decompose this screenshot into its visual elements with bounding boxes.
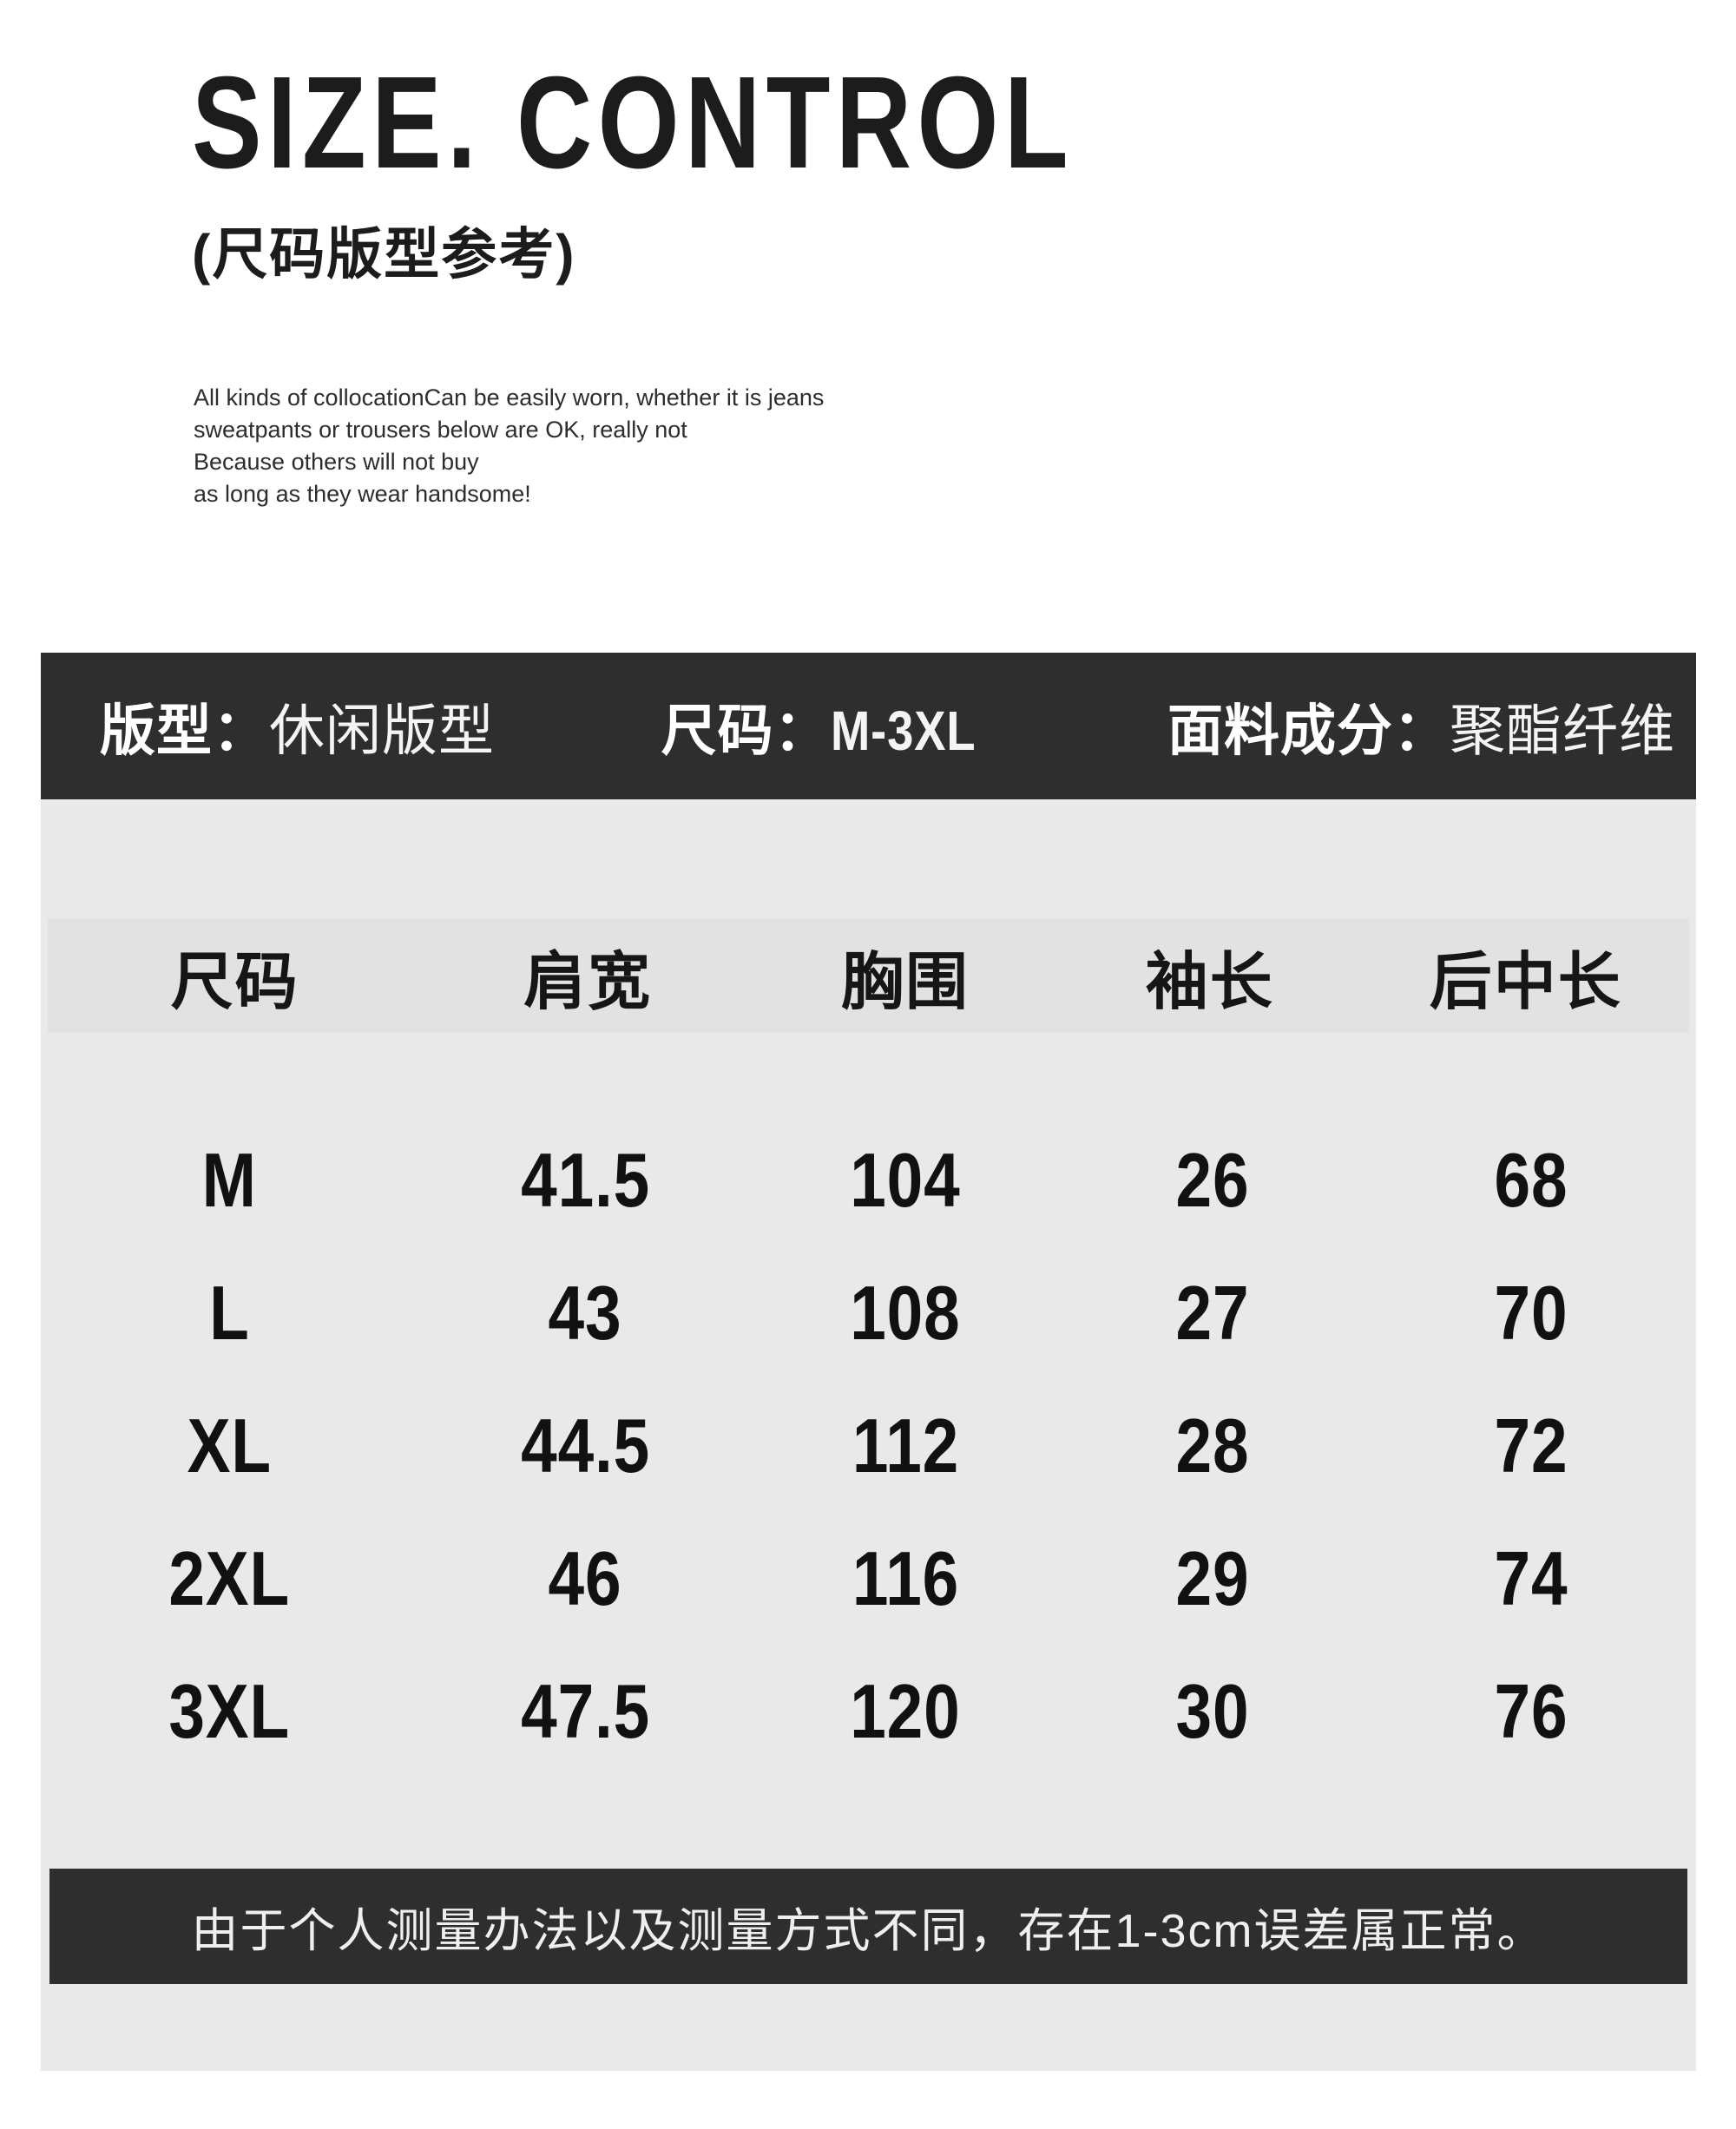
spec-bar: 版型：休闲版型 尺码：M-3XL 面料成分：聚酯纤维 [41,653,1696,799]
table-header-row: 尺码 肩宽 胸围 袖长 后中长 [48,918,1689,1033]
sleeve-cell: 30 [1059,1645,1367,1777]
sleeve-value: 27 [1175,1269,1250,1356]
back-length-cell: 68 [1366,1114,1695,1246]
size-value: M [201,1136,257,1223]
shoulder-cell: 46 [418,1512,753,1645]
table-row: 2XL 46 116 29 74 [41,1512,1696,1645]
back-length-value: 74 [1494,1534,1568,1621]
description-line: as long as they wear handsome! [194,481,531,507]
shoulder-value: 41.5 [520,1136,650,1223]
chest-value: 108 [850,1269,962,1356]
size-cell: XL [41,1379,418,1512]
chest-cell: 112 [753,1379,1059,1512]
back-length-value: 76 [1494,1667,1568,1754]
size-cell: 2XL [41,1512,418,1645]
chest-value: 104 [850,1136,962,1223]
back-length-value: 72 [1494,1402,1568,1488]
chest-value: 116 [852,1534,959,1621]
header-cell-chest: 胸围 [841,947,970,1017]
chest-cell: 116 [753,1512,1059,1645]
shoulder-value: 46 [548,1534,622,1621]
table-row: 3XL 47.5 120 30 76 [41,1645,1696,1777]
back-length-value: 68 [1494,1136,1568,1223]
description-line: Because others will not buy [194,449,479,475]
chest-value: 120 [850,1667,962,1754]
header-cell-size: 尺码 [170,947,299,1017]
description: All kinds of collocationCan be easily wo… [194,382,824,510]
shoulder-value: 47.5 [520,1667,650,1754]
shoulder-cell: 44.5 [418,1379,753,1512]
back-length-cell: 72 [1366,1379,1695,1512]
page-title: SIZE. CONTROL [192,49,1075,195]
notice-text: 由于个人测量办法以及测量方式不同，存在1-3cm误差属正常。 [191,1905,1546,1957]
description-line: All kinds of collocationCan be easily wo… [194,384,825,411]
header-cell-back-length: 后中长 [1429,947,1622,1017]
table-row: M 41.5 104 26 68 [41,1114,1696,1246]
chest-cell: 104 [753,1114,1059,1246]
spec-label: 面料成分： [1167,699,1450,762]
size-cell: M [41,1114,418,1246]
sleeve-cell: 27 [1059,1246,1367,1379]
description-line: sweatpants or trousers below are OK, rea… [194,417,687,443]
sleeve-value: 26 [1175,1136,1250,1223]
table-row: L 43 108 27 70 [41,1246,1696,1379]
chest-cell: 120 [753,1645,1059,1777]
size-value: 2XL [168,1534,291,1621]
size-value: 3XL [168,1667,291,1754]
size-cell: L [41,1246,418,1379]
spec-item-fit: 版型：休闲版型 [100,687,495,766]
page-subtitle: (尺码版型参考) [192,223,576,286]
sleeve-value: 30 [1175,1667,1250,1754]
header-cell-shoulder: 肩宽 [523,947,653,1017]
sleeve-cell: 26 [1059,1114,1367,1246]
back-length-cell: 74 [1366,1512,1695,1645]
shoulder-value: 43 [548,1269,622,1356]
size-value: XL [187,1402,273,1488]
shoulder-cell: 41.5 [418,1114,753,1246]
chest-value: 112 [852,1402,959,1488]
spec-item-fabric: 面料成分：聚酯纤维 [1167,687,1675,766]
size-value: L [209,1269,250,1356]
shoulder-cell: 43 [418,1246,753,1379]
sleeve-cell: 28 [1059,1379,1367,1512]
chest-cell: 108 [753,1246,1059,1379]
table-row: XL 44.5 112 28 72 [41,1379,1696,1512]
size-cell: 3XL [41,1645,418,1777]
notice-bar: 由于个人测量办法以及测量方式不同，存在1-3cm误差属正常。 [49,1869,1687,1984]
sleeve-value: 28 [1175,1402,1250,1488]
shoulder-value: 44.5 [520,1402,650,1488]
table-body: M 41.5 104 26 68 L 43 108 27 70 XL 44.5 … [41,1114,1696,1777]
spec-label: 尺码： [661,699,831,762]
spec-value: 聚酯纤维 [1450,699,1675,762]
back-length-cell: 76 [1366,1645,1695,1777]
spec-value: M-3XL [830,699,976,762]
size-table: 尺码 肩宽 胸围 袖长 后中长 M 41.5 104 26 68 L 43 10… [41,799,1696,2071]
spec-item-size-range: 尺码：M-3XL [661,687,1002,766]
sleeve-cell: 29 [1059,1512,1367,1645]
spec-value: 休闲版型 [269,699,495,762]
back-length-value: 70 [1494,1269,1568,1356]
sleeve-value: 29 [1175,1534,1250,1621]
header-cell-sleeve: 袖长 [1145,947,1274,1017]
spec-label: 版型： [100,699,269,762]
back-length-cell: 70 [1366,1246,1695,1379]
shoulder-cell: 47.5 [418,1645,753,1777]
